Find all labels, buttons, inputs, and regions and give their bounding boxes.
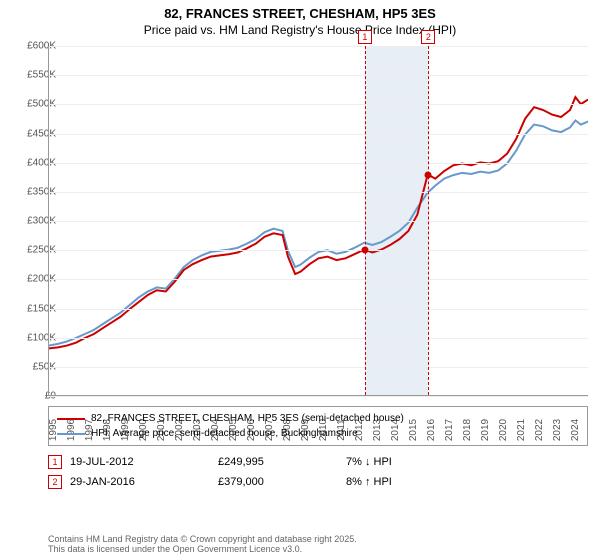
legend-swatch: [57, 418, 85, 420]
sale-row: 1 19-JUL-2012 £249,995 7% ↓ HPI: [48, 452, 588, 472]
legend-item-price-paid: 82, FRANCES STREET, CHESHAM, HP5 3ES (se…: [57, 411, 579, 426]
sale-id-box: 1: [48, 455, 62, 469]
sale-marker-dot: [361, 247, 368, 254]
sale-marker-box: 1: [358, 30, 372, 44]
sale-price: £249,995: [218, 456, 338, 468]
sale-marker-dot: [425, 171, 432, 178]
sale-date: 29-JAN-2016: [70, 476, 210, 488]
chart-subtitle: Price paid vs. HM Land Registry's House …: [0, 21, 600, 37]
legend-label: 82, FRANCES STREET, CHESHAM, HP5 3ES (se…: [91, 413, 404, 424]
sale-delta: 8% ↑ HPI: [346, 476, 466, 488]
footer-attribution: Contains HM Land Registry data © Crown c…: [48, 534, 357, 554]
legend-label: HPI: Average price, semi-detached house,…: [91, 428, 358, 439]
legend-item-hpi: HPI: Average price, semi-detached house,…: [57, 426, 579, 441]
legend-swatch: [57, 433, 85, 435]
sale-id-box: 2: [48, 475, 62, 489]
chart-plot-area: 12: [48, 46, 588, 396]
footer-line: Contains HM Land Registry data © Crown c…: [48, 534, 357, 544]
sale-date: 19-JUL-2012: [70, 456, 210, 468]
legend-box: 82, FRANCES STREET, CHESHAM, HP5 3ES (se…: [48, 406, 588, 446]
sale-marker-line: [428, 46, 429, 395]
sale-price: £379,000: [218, 476, 338, 488]
series-line-price_paid: [49, 97, 588, 348]
chart-title: 82, FRANCES STREET, CHESHAM, HP5 3ES: [0, 0, 600, 21]
sales-table: 1 19-JUL-2012 £249,995 7% ↓ HPI 2 29-JAN-2016…: [48, 452, 588, 492]
sale-marker-box: 2: [421, 30, 435, 44]
sale-marker-line: [365, 46, 366, 395]
footer-line: This data is licensed under the Open Gov…: [48, 544, 357, 554]
sale-row: 2 29-JAN-2016 £379,000 8% ↑ HPI: [48, 472, 588, 492]
sale-delta: 7% ↓ HPI: [346, 456, 466, 468]
